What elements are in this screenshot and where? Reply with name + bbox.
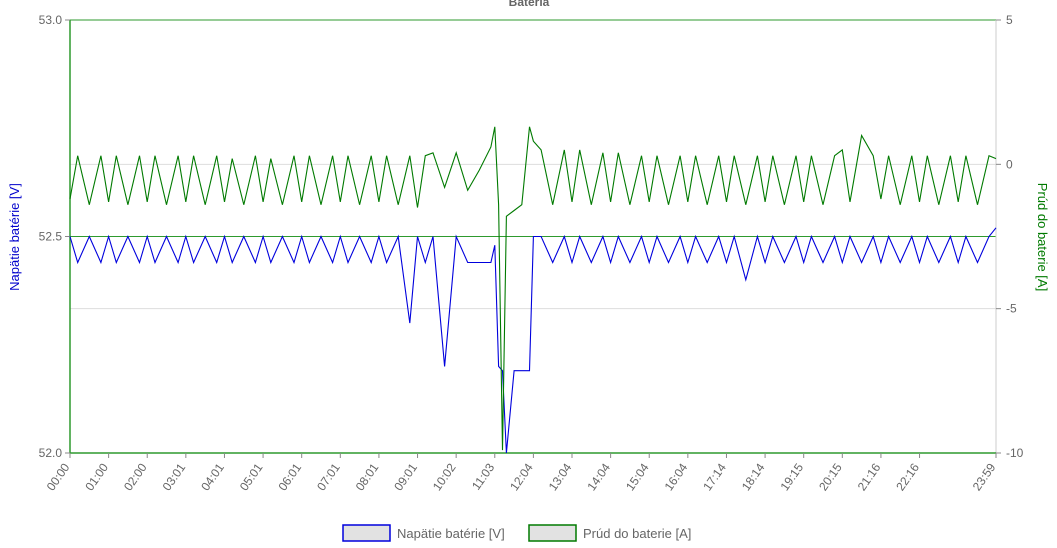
legend-item-current[interactable]: Prúd do baterie [A]: [528, 524, 691, 542]
y-right-tick-label-2: 0: [1006, 157, 1013, 171]
x-tick-label-2: 02:00: [121, 460, 150, 493]
x-tick-label-12: 12:04: [507, 460, 536, 493]
y-left-axis-label: Napätie batérie [V]: [7, 183, 22, 291]
y-right-axis-label: Prúd do baterie [A]: [1035, 183, 1050, 291]
x-tick-label-9: 09:01: [391, 460, 420, 493]
x-tick-label-3: 03:01: [160, 460, 189, 493]
x-tick-label-14: 14:04: [584, 460, 613, 493]
legend-item-voltage[interactable]: Napätie batérie [V]: [342, 524, 505, 542]
y-right-tick-label-0: -10: [1006, 446, 1024, 460]
legend-label-current: Prúd do baterie [A]: [583, 526, 691, 541]
x-tick-label-5: 05:01: [237, 460, 266, 493]
x-tick-label-17: 17:14: [700, 460, 729, 493]
x-tick-label-10: 10:02: [430, 460, 459, 493]
x-tick-label-8: 08:01: [353, 460, 382, 493]
x-tick-label-22: 22:16: [893, 460, 922, 493]
x-tick-label-0: 00:00: [44, 460, 73, 493]
y-left-tick-label-0: 52.0: [39, 446, 63, 460]
legend-label-voltage: Napätie batérie [V]: [397, 526, 505, 541]
x-tick-label-1: 01:00: [82, 460, 111, 493]
x-tick-label-20: 20:15: [816, 460, 845, 493]
legend-swatch-voltage: [342, 524, 391, 542]
x-tick-label-19: 19:15: [777, 460, 806, 493]
x-tick-label-13: 13:04: [546, 460, 575, 493]
x-tick-label-4: 04:01: [198, 460, 227, 493]
x-tick-label-21: 21:16: [855, 460, 884, 493]
series-line-0: [69, 227, 997, 454]
series-lines: [69, 126, 997, 454]
y-left-tick-label-1: 52.5: [39, 230, 63, 244]
tick-labels: 52.0 52.5 53.0 -10 -5 0 5 00:00 01:00 02:00 03:01 0…: [39, 13, 1024, 493]
x-tick-label-7: 07:01: [314, 460, 343, 493]
x-tick-label-16: 16:04: [662, 460, 691, 493]
x-tick-label-6: 06:01: [275, 460, 304, 493]
y-right-tick-label-1: -5: [1006, 302, 1017, 316]
legend-swatch-current: [528, 524, 577, 542]
y-right-tick-label-3: 5: [1006, 13, 1013, 27]
chart-title: Batéria: [509, 0, 550, 9]
x-tick-label-15: 15:04: [623, 460, 652, 493]
x-tick-label-18: 18:14: [739, 460, 768, 493]
x-tick-label-11: 11:03: [469, 460, 497, 492]
legend: Napätie batérie [V] Prúd do baterie [A]: [342, 524, 691, 542]
x-tick-label-23: 23:59: [970, 460, 999, 493]
series-line-1: [69, 126, 997, 451]
y-left-tick-label-2: 53.0: [39, 13, 63, 27]
